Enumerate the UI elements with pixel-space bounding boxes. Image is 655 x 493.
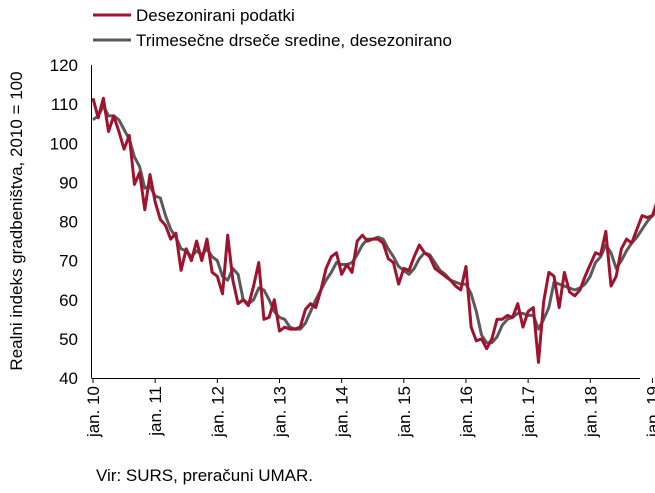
x-tick-label: jan. 16 — [457, 386, 476, 438]
x-tick-label: jan. 14 — [333, 386, 352, 438]
y-ticks: 40 50 60 70 80 90 100 110 120 — [50, 56, 78, 388]
legend: Desezonirani podatki Trimesečne drseče s… — [93, 6, 452, 50]
x-tick-label: jan. 11 — [146, 386, 165, 437]
y-tick-label: 110 — [51, 95, 78, 114]
x-tick-label: jan. 12 — [208, 386, 227, 438]
source-note: Vir: SURS, preračuni UMAR. — [96, 466, 313, 485]
y-tick-label: 70 — [59, 252, 78, 271]
x-tick-label: jan. 13 — [270, 386, 289, 438]
y-tick-label: 100 — [50, 134, 78, 153]
y-tick-label: 80 — [59, 213, 78, 232]
y-tick-label: 120 — [50, 56, 78, 75]
y-axis-title: Realni indeks gradbeništva, 2010 = 100 — [7, 71, 26, 370]
x-tick-label: jan. 19 — [643, 386, 655, 438]
y-tick-label: 40 — [59, 369, 78, 388]
x-tick-label: jan. 15 — [395, 386, 414, 438]
x-tick-label: jan. 18 — [581, 386, 600, 438]
x-ticks: jan. 10 jan. 11 jan. 12 jan. 13 jan. 14 jan. … — [84, 378, 655, 438]
x-tick-label: jan. 17 — [519, 386, 538, 438]
series-line-drsece-sredine — [92, 104, 655, 345]
y-tick-label: 90 — [59, 173, 78, 192]
x-tick-label: jan. 10 — [84, 386, 103, 438]
series-line-desezonirani — [91, 96, 655, 364]
y-tick-label: 60 — [59, 291, 78, 310]
series-lines — [91, 96, 655, 364]
y-tick-label: 50 — [59, 330, 78, 349]
legend-label-drsece-sredine: Trimesečne drseče sredine, desezonirano — [136, 31, 452, 50]
legend-label-desezonirani: Desezonirani podatki — [136, 6, 295, 25]
